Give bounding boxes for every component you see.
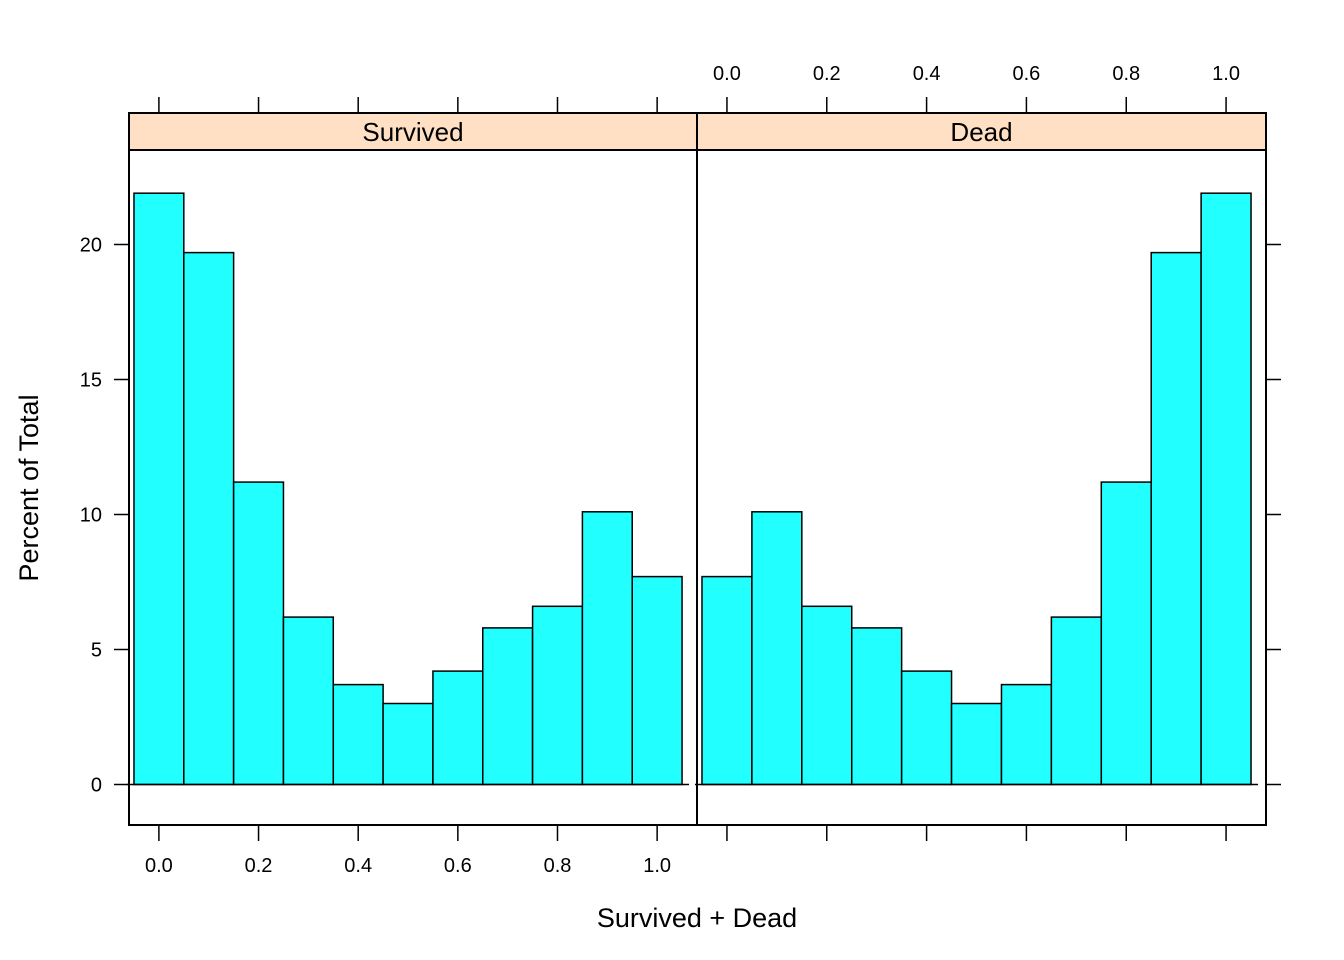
x-tick-label: 0.0: [713, 63, 741, 85]
x-tick-label: 0.8: [544, 855, 572, 877]
x-tick-label: 0.2: [813, 63, 841, 85]
histogram-bar: [850, 627, 903, 786]
x-tick-label: 1.0: [643, 855, 671, 877]
panel-dead: Dead 0.0 0.2 0.4 0.6 0.8 1.0: [694, 63, 1281, 841]
histogram-bar: [232, 481, 285, 786]
histogram-bar: [801, 605, 853, 786]
strip-label: Dead: [950, 117, 1012, 147]
histogram-bar: [382, 702, 434, 786]
x-tick-label: 0.8: [1112, 63, 1140, 85]
histogram-bar: [900, 670, 953, 786]
histogram-bar: [183, 251, 235, 786]
panel-survived: Survived 0.0 0.2 0.4 0.6 0.8 1.0 0 5 10 15 20: [80, 97, 698, 877]
y-axis-title: Percent of Total: [14, 394, 44, 581]
histogram-bar: [950, 702, 1003, 786]
x-tick-label: 0.6: [444, 855, 472, 877]
histogram-bar: [1150, 251, 1202, 786]
histogram-bar: [751, 511, 803, 786]
histogram-bar: [133, 192, 185, 786]
y-tick-label: 15: [80, 370, 102, 392]
histogram-bar: [482, 627, 534, 786]
x-tick-label: 0.4: [913, 63, 941, 85]
x-axis-title: Survived + Dead: [597, 903, 797, 933]
x-tick-label: 0.4: [344, 855, 372, 877]
y-tick-label: 20: [80, 235, 102, 257]
histogram-bar: [701, 575, 753, 786]
x-tick-label: 0.0: [145, 855, 173, 877]
panel-strip: [696, 112, 1267, 151]
histogram-bar: [282, 616, 335, 786]
histogram-bar: [531, 605, 584, 786]
y-tick-label: 5: [91, 640, 102, 662]
panels-layer: Survived 0.0 0.2 0.4 0.6 0.8 1.0 0 5 10 15 20 Dead 0.…: [80, 63, 1281, 877]
x-tick-label: 0.6: [1013, 63, 1041, 85]
histogram-bar: [1100, 481, 1152, 786]
histogram-bar: [1000, 683, 1053, 786]
y-tick-label: 0: [91, 775, 102, 797]
histogram-bar: [1050, 616, 1103, 786]
histogram-bar: [432, 670, 484, 786]
x-tick-label: 1.0: [1212, 63, 1240, 85]
histogram-bar: [332, 683, 384, 786]
strip-label: Survived: [362, 117, 463, 147]
histogram-bar: [631, 575, 683, 786]
histogram-bar: [581, 511, 633, 786]
panel-strip: [128, 112, 698, 151]
y-tick-label: 10: [80, 505, 102, 527]
histogram-bar: [1200, 192, 1252, 786]
x-tick-label: 0.2: [245, 855, 273, 877]
